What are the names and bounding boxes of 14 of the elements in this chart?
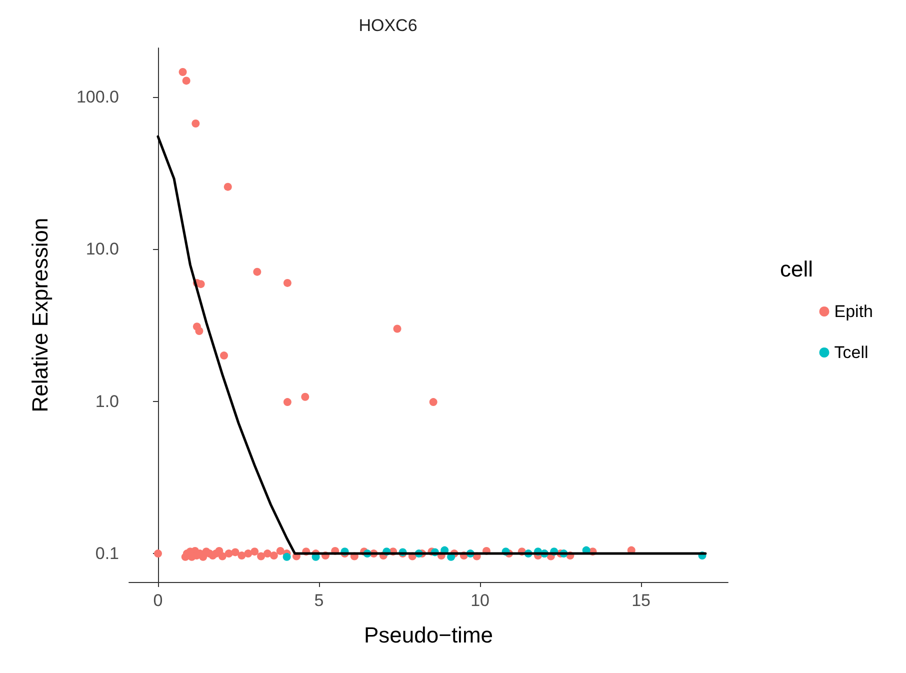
y-tick-label: 1.0	[95, 392, 119, 411]
x-tick-label: 0	[153, 591, 163, 610]
y-tick-label: 100.0	[76, 88, 119, 107]
x-tick-label: 5	[314, 591, 324, 610]
x-tick-label: 15	[632, 591, 651, 610]
x-tick-label: 10	[470, 591, 490, 610]
y-tick-label: 0.1	[95, 544, 119, 564]
legend-title: cell	[780, 256, 814, 282]
y-tick-label: 10.0	[86, 240, 119, 259]
y-axis-title: Relative Expression	[28, 218, 52, 412]
chart-title: HOXC6	[358, 16, 418, 35]
x-axis-title: Pseudo−time	[364, 622, 494, 648]
legend-label: Tcell	[834, 343, 868, 362]
legend-label: Epith	[834, 302, 873, 321]
